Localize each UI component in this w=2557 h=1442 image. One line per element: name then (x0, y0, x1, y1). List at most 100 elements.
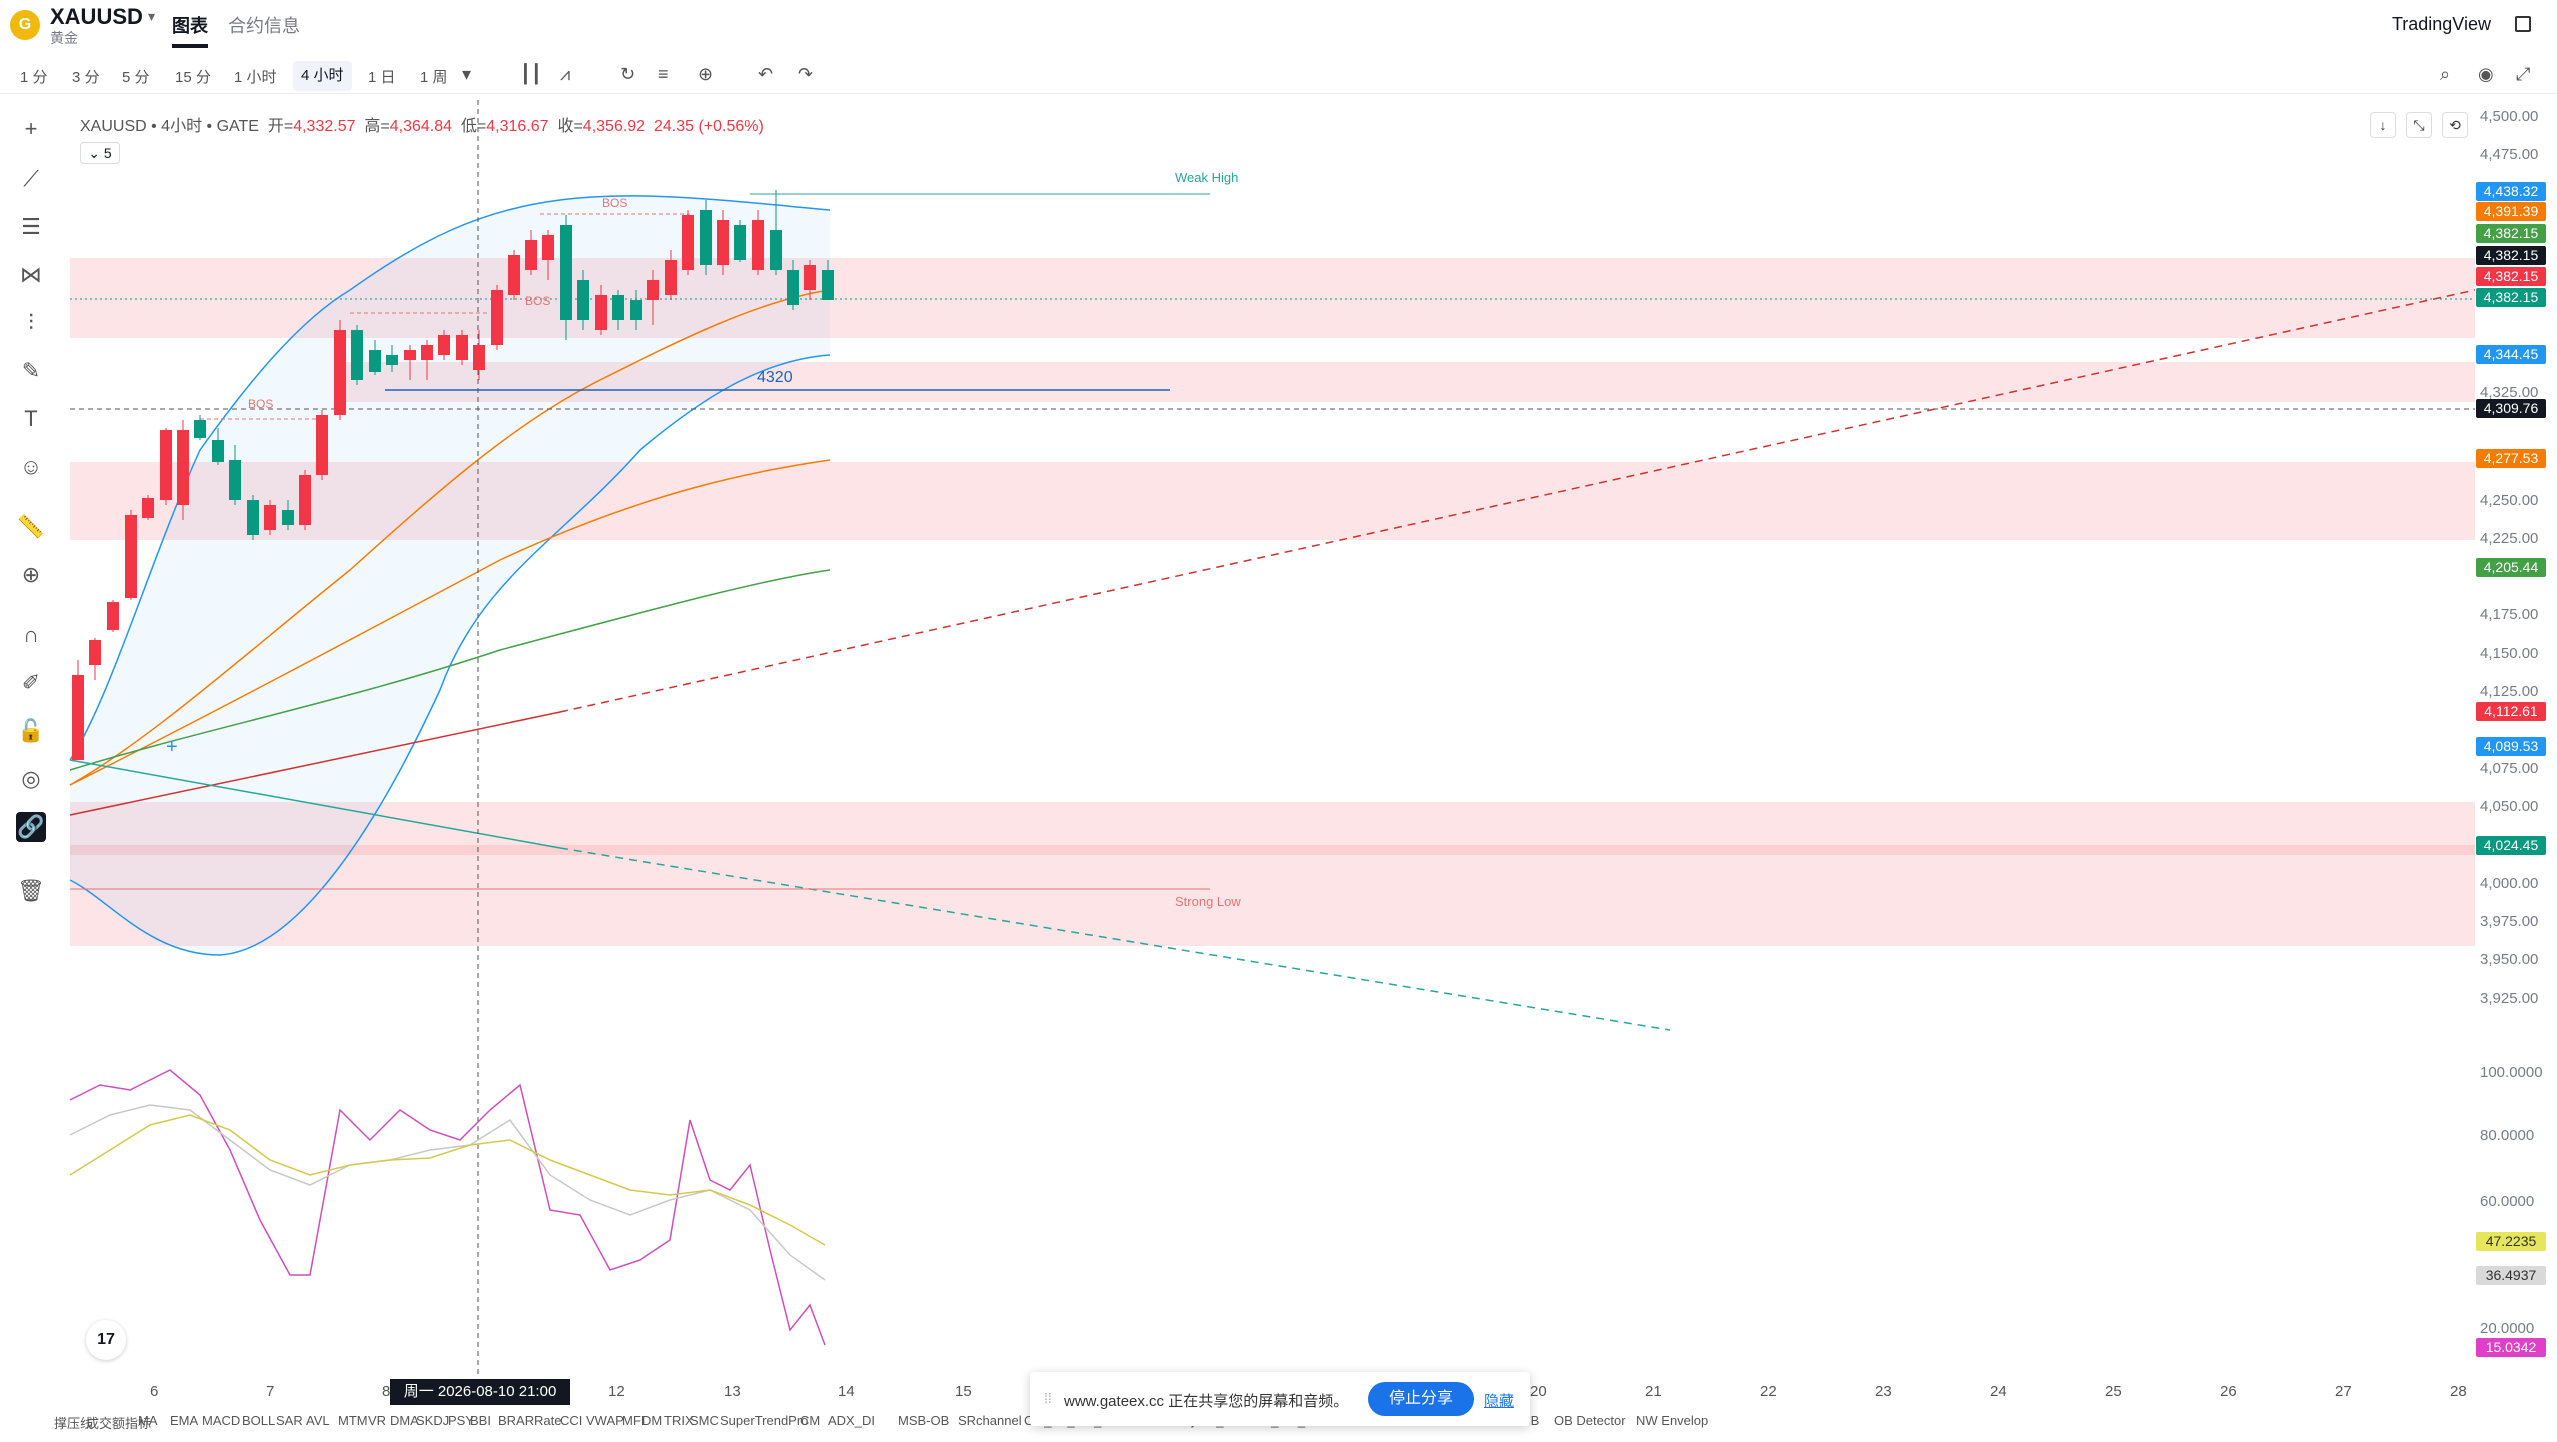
link-tool-icon[interactable]: 🔗 (16, 812, 46, 842)
pattern-tool-icon[interactable]: ⋈ (20, 262, 42, 287)
layout-icon[interactable]: ≡ (658, 64, 669, 84)
bollinger-upper (69, 195, 831, 761)
zoom-tool-icon[interactable]: ⊕ (21, 562, 41, 587)
indicator-chip[interactable]: BBI (470, 1413, 491, 1428)
candle-body (299, 475, 311, 525)
price-label: 4,475.00 (2480, 146, 2539, 163)
indicator-chip[interactable]: SKDJ (416, 1413, 450, 1428)
indicator-chip[interactable]: AVL (306, 1413, 330, 1428)
reset-chart-icon[interactable]: ⟲ (2442, 112, 2468, 138)
indicator-chip[interactable]: SRchannel (958, 1413, 1022, 1428)
indicator-chip[interactable]: DMA (390, 1413, 419, 1428)
indicator-chip[interactable]: SAR (276, 1413, 303, 1428)
timeframe-5m[interactable]: 5 分 (122, 69, 150, 86)
fib-tool-icon[interactable]: ☰ (21, 214, 41, 239)
fullscreen-checkbox[interactable] (2515, 16, 2531, 32)
candle-body (822, 270, 834, 300)
candle-body (717, 220, 729, 265)
drag-grip-icon[interactable]: ⁞⁞ (1044, 1390, 1052, 1406)
bollinger-fill (70, 195, 830, 956)
indicator-chip[interactable]: MA (138, 1413, 158, 1428)
indicator-chip[interactable]: SMC (690, 1413, 719, 1428)
timeframe-dropdown-icon[interactable]: ▾ (462, 64, 472, 84)
indicator-chip[interactable]: VR (368, 1413, 387, 1428)
indicator-chip[interactable]: MSB-OB (898, 1413, 950, 1428)
candle-body (316, 415, 328, 475)
crosshair-time-label: 周一 2026-08-10 21:00 (390, 1379, 570, 1405)
indicator-chip[interactable]: SuperTrendPro (720, 1413, 809, 1428)
hide-link[interactable]: 隐藏 (1484, 1393, 1515, 1410)
indicator-chip[interactable]: OB Detector (1554, 1413, 1626, 1428)
brush-tool-icon[interactable]: ✎ (21, 358, 41, 383)
indicator-chip[interactable]: EMA (170, 1413, 199, 1428)
collapsed-count: 5 (103, 145, 112, 161)
add-icon[interactable]: ⊕ (698, 64, 714, 84)
indicator-chip[interactable]: 撑压线 (54, 1416, 94, 1431)
redo-icon[interactable]: ↷ (798, 64, 814, 84)
indicator-chip[interactable]: MFI (622, 1413, 645, 1428)
scroll-down-icon[interactable]: ↓ (2370, 112, 2396, 138)
timeframe-3m[interactable]: 3 分 (72, 69, 100, 86)
unlock-icon[interactable]: 🔓 (17, 718, 45, 743)
trash-icon[interactable]: 🗑 (17, 878, 45, 903)
emoji-tool-icon[interactable]: ☺ (19, 454, 43, 479)
candle-type-icon[interactable]: ┃┃ (520, 64, 542, 84)
text-tool-icon[interactable]: T (24, 406, 38, 431)
camera-icon[interactable]: ◉ (2478, 64, 2494, 84)
trendline-red-dashed (559, 289, 2476, 713)
indicators-icon[interactable]: ⩘ (560, 64, 571, 84)
timeframe-4h[interactable]: 4 小时 (293, 61, 352, 91)
replay-icon[interactable]: ↻ (620, 64, 636, 84)
timeframe-1h[interactable]: 1 小时 (234, 69, 277, 86)
indicator-chip[interactable]: PSY (448, 1413, 475, 1428)
indicator-chip[interactable]: BRAR (498, 1413, 535, 1428)
indicator-chip[interactable]: MACD (202, 1413, 241, 1428)
candle-body (177, 430, 189, 505)
lock-draw-icon[interactable]: ✐ (21, 670, 41, 695)
magnet-tool-icon[interactable]: ∩ (23, 622, 39, 647)
indicator-chip[interactable]: TRIX (664, 1413, 694, 1428)
timeframe-1m[interactable]: 1 分 (20, 69, 48, 86)
indicator-chip[interactable]: MTM (338, 1413, 368, 1428)
expand-icon[interactable]: ⤢ (2516, 64, 2531, 84)
supply-zone-upper (70, 258, 2475, 338)
candles-group (72, 190, 834, 760)
stop-share-button[interactable]: 停止分享 (1368, 1382, 1474, 1416)
collapse-arrows-icon[interactable]: ⤡ (2406, 112, 2432, 138)
indicator-chip[interactable]: VWAP (586, 1413, 624, 1428)
tradingview-logo[interactable]: 17 (86, 1320, 126, 1360)
price-label: 4,175.00 (2480, 606, 2539, 623)
indicator-chip[interactable]: ADX_DI (828, 1413, 875, 1428)
ruler-tool-icon[interactable]: 📏 (17, 514, 45, 539)
crosshair-tool-icon[interactable]: + (24, 116, 38, 141)
price-badge: 4,382.15 (2476, 267, 2546, 286)
tab-contract-info[interactable]: 合约信息 (228, 16, 300, 36)
indicator-chip[interactable]: CCI (560, 1413, 583, 1428)
symbol-chevron-down-icon[interactable]: ▾ (148, 8, 156, 24)
indicator-chip[interactable]: Rate (534, 1413, 562, 1428)
active-tab-indicator (172, 44, 208, 48)
timeframe-1d[interactable]: 1 日 (368, 69, 396, 86)
undo-icon[interactable]: ↶ (758, 64, 774, 84)
candle-body (89, 640, 101, 665)
visibility-icon[interactable]: ◎ (21, 766, 41, 791)
prediction-tool-icon[interactable]: ⫶ (28, 310, 34, 335)
timeframe-15m[interactable]: 15 分 (175, 69, 211, 86)
candle-body (125, 515, 137, 598)
indicator-chip[interactable]: 成交额指标 (86, 1416, 152, 1431)
candle-body (525, 240, 537, 270)
candle-body (438, 335, 450, 355)
candle-body (194, 420, 206, 438)
indicator-chip[interactable]: CM (800, 1413, 821, 1428)
indicator-chip[interactable]: BOLL (242, 1413, 276, 1428)
tab-chart[interactable]: 图表 (172, 16, 208, 36)
trendline-tool-icon[interactable]: ⟋ (23, 166, 39, 191)
indicator-collapse-button[interactable]: ⌄ 5 (80, 142, 120, 164)
search-icon[interactable]: ⌕ (2440, 64, 2451, 84)
indicator-chip[interactable]: DM (642, 1413, 663, 1428)
symbol-name[interactable]: XAUUSD (50, 4, 143, 29)
top-header: G XAUUSD ▾ 黄金 图表 合约信息 TradingView (0, 0, 2557, 50)
indicator-chip[interactable]: NW Envelop (1636, 1413, 1709, 1428)
timeframe-1w[interactable]: 1 周 (420, 69, 448, 86)
